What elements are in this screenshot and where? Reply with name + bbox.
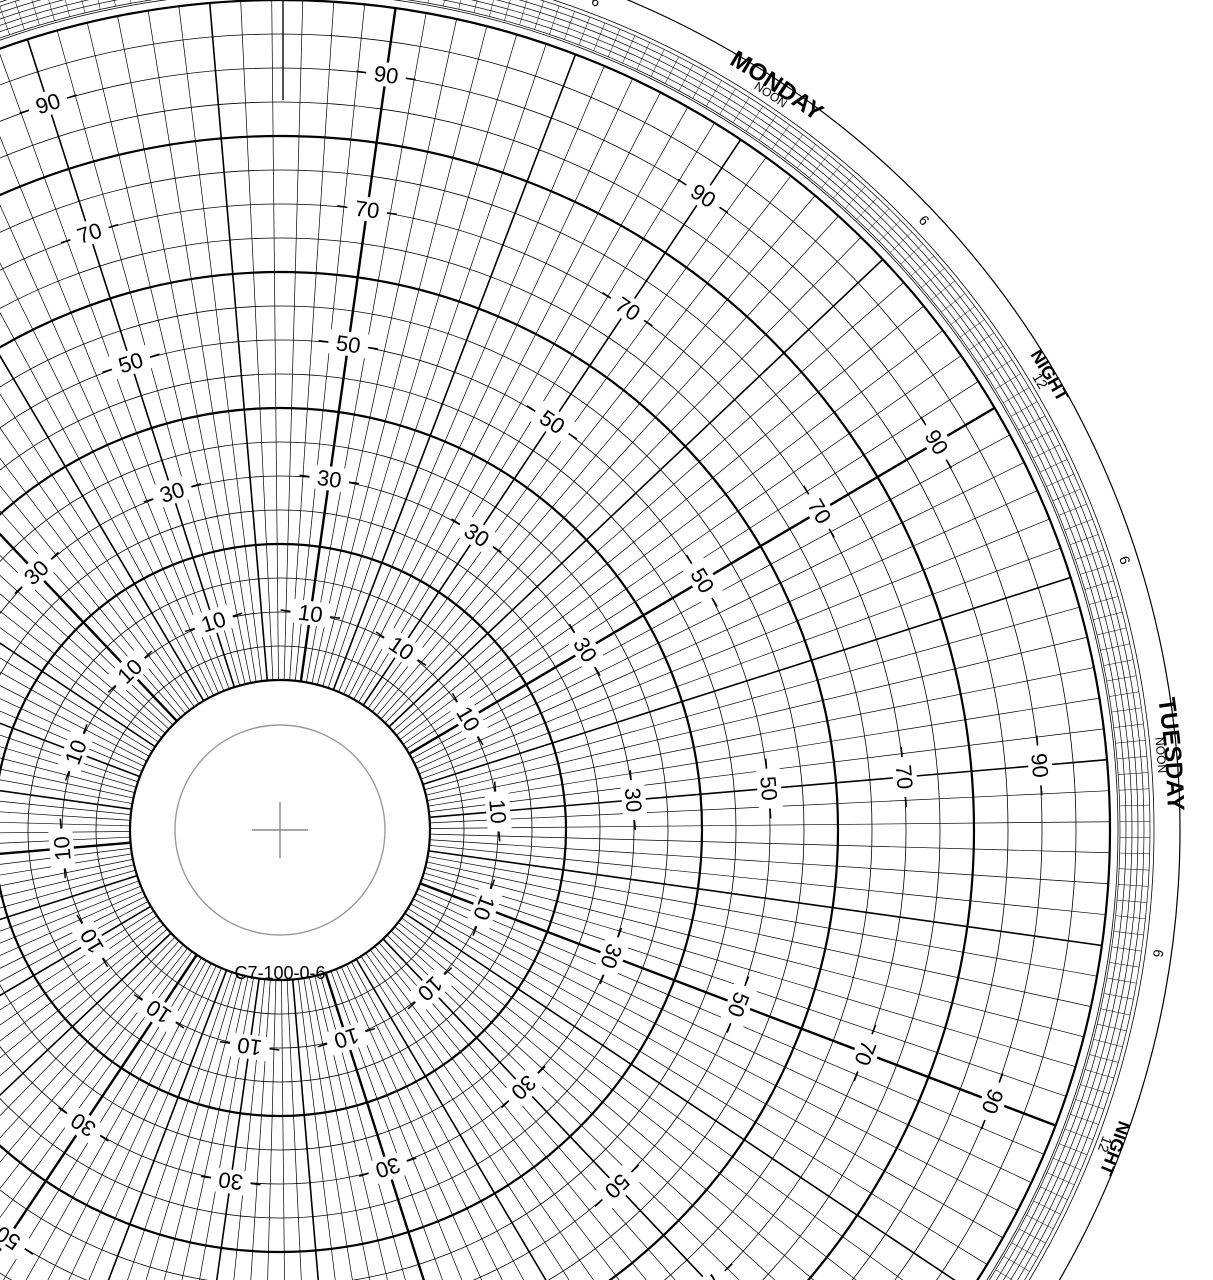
scale-label: 50 — [755, 775, 782, 802]
scale-label: 30 — [620, 787, 647, 814]
circular-chart: MONDAYNOONNIGHT1266TUESDAYNOONNIGHT1266W… — [0, 0, 1213, 1280]
scale-label: 10 — [484, 798, 511, 825]
scale-label: 30 — [315, 465, 343, 493]
scale-label: 90 — [372, 61, 400, 89]
scale-label: 10 — [297, 600, 325, 628]
scale-label: 10 — [236, 1032, 264, 1060]
part-number: C7-100-0-6 — [234, 963, 325, 983]
scale-label: 70 — [353, 196, 381, 224]
scale-label: 30 — [217, 1167, 245, 1195]
scale-label: 10 — [49, 835, 76, 862]
scale-label: 70 — [891, 764, 918, 791]
scale-label: 50 — [334, 330, 362, 358]
scale-label: 90 — [1026, 752, 1053, 779]
